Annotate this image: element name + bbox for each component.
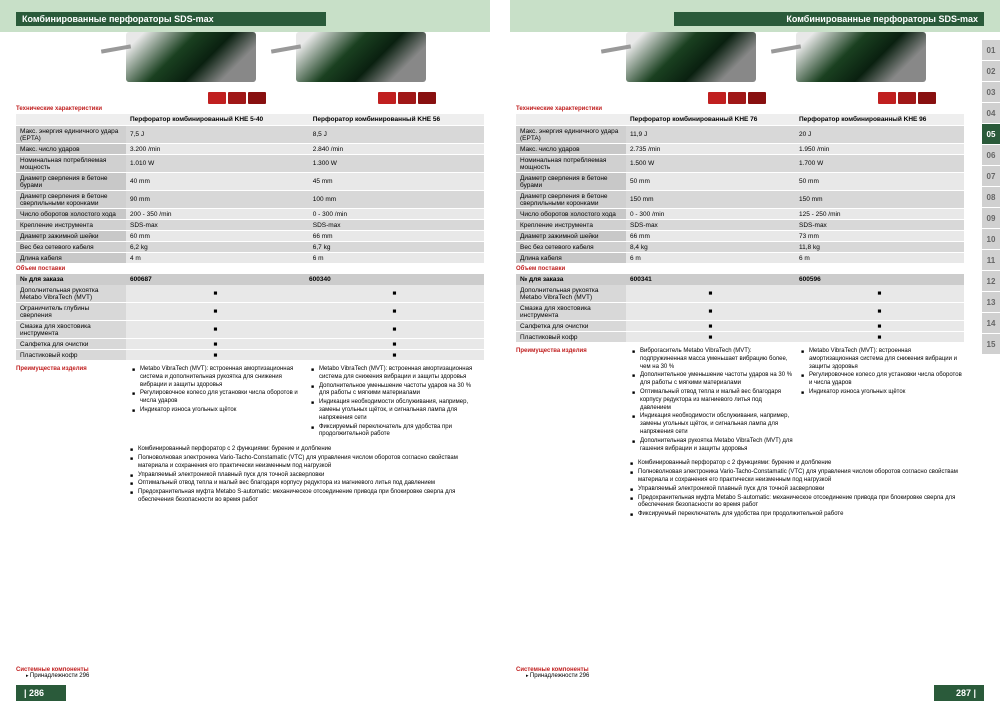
content-left: Технические характеристики Перфоратор ко… xyxy=(16,32,484,506)
model-1: Перфоратор комбинированный KHE 5-40 xyxy=(126,114,309,126)
scope-label-r: Объем поставки xyxy=(516,266,964,272)
shared-right: Комбинированный перфоратор с 2 функциями… xyxy=(516,460,964,519)
ord2: 600340 xyxy=(305,274,484,285)
tab-14[interactable]: 14 xyxy=(982,313,1000,333)
page-right: Комбинированные перфораторы SDS-max Техн… xyxy=(500,0,1000,707)
order-label: № для заказа xyxy=(16,274,126,285)
tab-11[interactable]: 11 xyxy=(982,250,1000,270)
tab-01[interactable]: 01 xyxy=(982,40,1000,60)
tech-label: Технические характеристики xyxy=(16,106,484,112)
model-3: Перфоратор комбинированный KHE 76 xyxy=(626,114,795,126)
order-table-right: № для заказа600341600596 Дополнительная … xyxy=(516,274,964,343)
product-images xyxy=(16,32,484,104)
tech-label-r: Технические характеристики xyxy=(516,106,964,112)
tab-05[interactable]: 05 xyxy=(982,124,1000,144)
spec-table-left: Перфоратор комбинированный KHE 5-40Перфо… xyxy=(16,114,484,264)
ord3: 600341 xyxy=(626,274,795,285)
order-label-r: № для заказа xyxy=(516,274,626,285)
pgnum-left: | 286 xyxy=(16,685,66,701)
header-title: Комбинированные перфораторы SDS-max xyxy=(22,14,214,24)
tab-10[interactable]: 10 xyxy=(982,229,1000,249)
adv-label: Преимущества изделия xyxy=(16,366,126,440)
header-title-r: Комбинированные перфораторы SDS-max xyxy=(786,14,978,24)
header-bar-r: Комбинированные перфораторы SDS-max xyxy=(674,12,984,26)
sys-right: Системные компоненты Принадлежности 296 xyxy=(516,667,589,679)
tab-13[interactable]: 13 xyxy=(982,292,1000,312)
tab-12[interactable]: 12 xyxy=(982,271,1000,291)
order-table-left: № для заказа600687600340 Дополнительная … xyxy=(16,274,484,361)
tab-15[interactable]: 15 xyxy=(982,334,1000,354)
tab-02[interactable]: 02 xyxy=(982,61,1000,81)
tool-1 xyxy=(126,32,276,104)
tab-08[interactable]: 08 xyxy=(982,187,1000,207)
tool-4 xyxy=(796,32,946,104)
tab-04[interactable]: 04 xyxy=(982,103,1000,123)
ord4: 600596 xyxy=(795,274,964,285)
adv-label-r: Преимущества изделия xyxy=(516,348,626,454)
features-left: Преимущества изделия Metabo VibraTech (M… xyxy=(16,364,484,442)
spec-table-right: Перфоратор комбинированный KHE 76Перфора… xyxy=(516,114,964,264)
page-left: Комбинированные перфораторы SDS-max Техн… xyxy=(0,0,500,707)
shared-left: Комбинированный перфоратор с 2 функциями… xyxy=(16,446,484,505)
pgnum-right: 287 | xyxy=(934,685,984,701)
tool-2 xyxy=(296,32,446,104)
tab-07[interactable]: 07 xyxy=(982,166,1000,186)
features-right: Преимущества изделия Виброгаситель Metab… xyxy=(516,346,964,456)
sys-left: Системные компоненты Принадлежности 296 xyxy=(16,667,89,679)
model-2: Перфоратор комбинированный KHE 56 xyxy=(309,114,484,126)
header-bar: Комбинированные перфораторы SDS-max xyxy=(16,12,326,26)
tool-3 xyxy=(626,32,776,104)
ord1: 600687 xyxy=(126,274,305,285)
model-4: Перфоратор комбинированный KHE 96 xyxy=(795,114,964,126)
product-images-r xyxy=(516,32,964,104)
content-right: Технические характеристики Перфоратор ко… xyxy=(516,32,964,520)
tab-06[interactable]: 06 xyxy=(982,145,1000,165)
tab-03[interactable]: 03 xyxy=(982,82,1000,102)
scope-label: Объем поставки xyxy=(16,266,484,272)
side-tabs: 010203040506070809101112131415 xyxy=(982,40,1000,355)
tab-09[interactable]: 09 xyxy=(982,208,1000,228)
